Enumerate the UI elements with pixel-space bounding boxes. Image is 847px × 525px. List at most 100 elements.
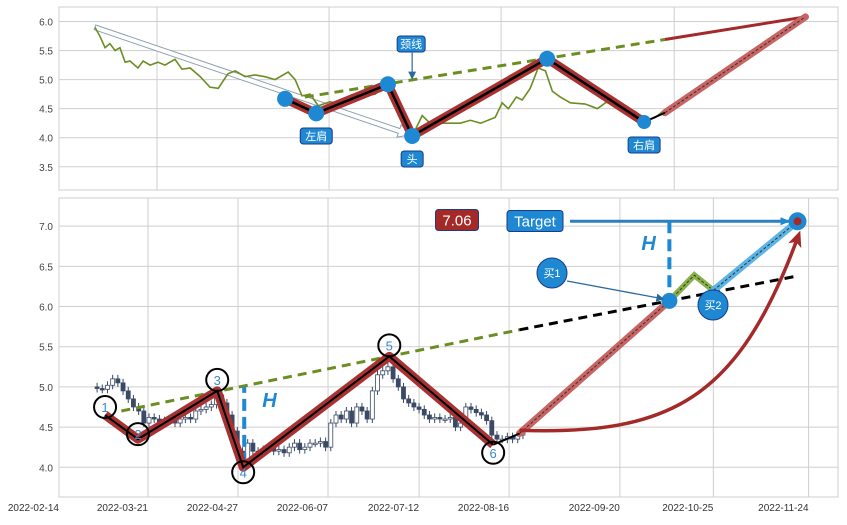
y-tick-label: 4.0 bbox=[39, 134, 53, 145]
target-label-text: Target bbox=[514, 213, 557, 230]
neckline bbox=[304, 38, 666, 99]
x-tick-label: 2022-03-21 bbox=[97, 503, 149, 514]
candle bbox=[99, 388, 105, 391]
pattern-point-number: 2 bbox=[134, 427, 141, 442]
x-tick-label: 2022-11-24 bbox=[758, 503, 809, 514]
candle bbox=[333, 414, 339, 424]
buy-1-label: 买1 bbox=[543, 267, 560, 280]
pattern-point-number: 5 bbox=[386, 338, 393, 353]
buy-2-label: 买2 bbox=[704, 299, 721, 312]
left-shoulder-label-text: 左肩 bbox=[305, 129, 327, 143]
target-label-box bbox=[506, 210, 564, 232]
head-label-box bbox=[400, 150, 424, 168]
candle bbox=[349, 410, 354, 424]
candle bbox=[338, 414, 344, 420]
candle bbox=[364, 410, 370, 420]
x-tick-label: 2022-02-14 bbox=[8, 503, 60, 514]
pattern-point-circle bbox=[205, 367, 230, 392]
candle bbox=[177, 418, 183, 424]
neckline bbox=[121, 328, 520, 413]
candle bbox=[198, 408, 204, 412]
candle bbox=[494, 434, 500, 440]
candle bbox=[432, 417, 438, 420]
candle bbox=[406, 398, 412, 404]
candle bbox=[105, 384, 110, 390]
pattern-point bbox=[637, 115, 652, 130]
pattern-point-number: 1 bbox=[101, 400, 108, 415]
target-height-label: H bbox=[641, 233, 656, 255]
neckline-label-text: 颈线 bbox=[400, 37, 422, 51]
y-tick-label: 6.0 bbox=[39, 303, 53, 314]
plot-frame bbox=[58, 6, 839, 191]
candle bbox=[411, 402, 417, 408]
pattern-point-circle bbox=[125, 422, 150, 447]
candle bbox=[458, 422, 464, 428]
x-tick-label: 2022-08-16 bbox=[458, 503, 510, 514]
pattern-point bbox=[404, 127, 421, 144]
candle bbox=[369, 390, 375, 420]
candle bbox=[312, 442, 318, 446]
pattern-point bbox=[277, 90, 294, 107]
candle bbox=[390, 366, 396, 380]
x-tick-label: 2022-06-07 bbox=[277, 503, 329, 514]
candle bbox=[317, 441, 323, 444]
pattern-point-number: 6 bbox=[490, 446, 497, 461]
pattern-point-circle bbox=[481, 440, 506, 465]
pattern-point-number: 3 bbox=[214, 373, 221, 388]
candle bbox=[395, 378, 401, 388]
recovery-dotted bbox=[519, 300, 670, 434]
candle bbox=[120, 382, 126, 392]
x-tick-label: 2022-07-12 bbox=[368, 503, 420, 514]
y-tick-label: 3.5 bbox=[39, 163, 53, 174]
candle bbox=[146, 417, 152, 424]
candle bbox=[354, 406, 360, 424]
candle bbox=[131, 398, 136, 408]
candle bbox=[250, 442, 256, 452]
height-label: H bbox=[262, 390, 277, 412]
right-shoulder-label-text: 右肩 bbox=[633, 138, 655, 152]
candle bbox=[182, 417, 188, 420]
x-tick-label: 2022-04-27 bbox=[187, 503, 239, 514]
neckline-extension bbox=[664, 15, 806, 42]
target-point-center bbox=[793, 217, 802, 226]
candle bbox=[473, 408, 479, 414]
candle bbox=[468, 406, 474, 410]
candle bbox=[359, 406, 365, 412]
neckline-extension bbox=[519, 274, 798, 332]
curved-arrow bbox=[519, 230, 802, 433]
candle bbox=[208, 404, 214, 408]
candle bbox=[94, 386, 100, 389]
candle bbox=[297, 442, 303, 450]
candle bbox=[421, 408, 427, 416]
y-tick-label: 5.0 bbox=[39, 76, 53, 87]
candle bbox=[302, 446, 308, 450]
target-leg-dotted bbox=[713, 220, 798, 291]
candle bbox=[323, 441, 328, 448]
pattern-point bbox=[308, 105, 325, 122]
candle bbox=[115, 378, 121, 384]
left-shoulder-label-box bbox=[299, 127, 333, 145]
y-tick-label: 6.0 bbox=[39, 18, 53, 29]
candle bbox=[141, 410, 147, 424]
candle bbox=[286, 446, 292, 454]
candle bbox=[401, 386, 406, 400]
candle bbox=[110, 378, 116, 386]
target-value-box bbox=[435, 209, 479, 231]
x-tick-label: 2022-10-25 bbox=[662, 503, 714, 514]
projection-dotted bbox=[664, 16, 806, 114]
pattern-point bbox=[539, 50, 556, 67]
right-shoulder-label-box bbox=[627, 136, 661, 154]
buy-1-arrow bbox=[566, 280, 665, 302]
candle bbox=[442, 418, 448, 421]
plot-frame bbox=[58, 197, 839, 498]
pattern-point bbox=[379, 76, 396, 93]
bottom-panel: 4.0 4.5 5.0 5.5 6.0 6.5 7.0 2022-02-14 2022-03-2… bbox=[8, 197, 839, 514]
y-tick-label: 5.5 bbox=[39, 47, 53, 58]
candle bbox=[276, 449, 282, 452]
y-tick-label: 6.5 bbox=[39, 262, 53, 273]
candle bbox=[151, 417, 157, 420]
candle bbox=[188, 417, 193, 420]
candle bbox=[385, 366, 391, 372]
candle bbox=[307, 442, 313, 448]
